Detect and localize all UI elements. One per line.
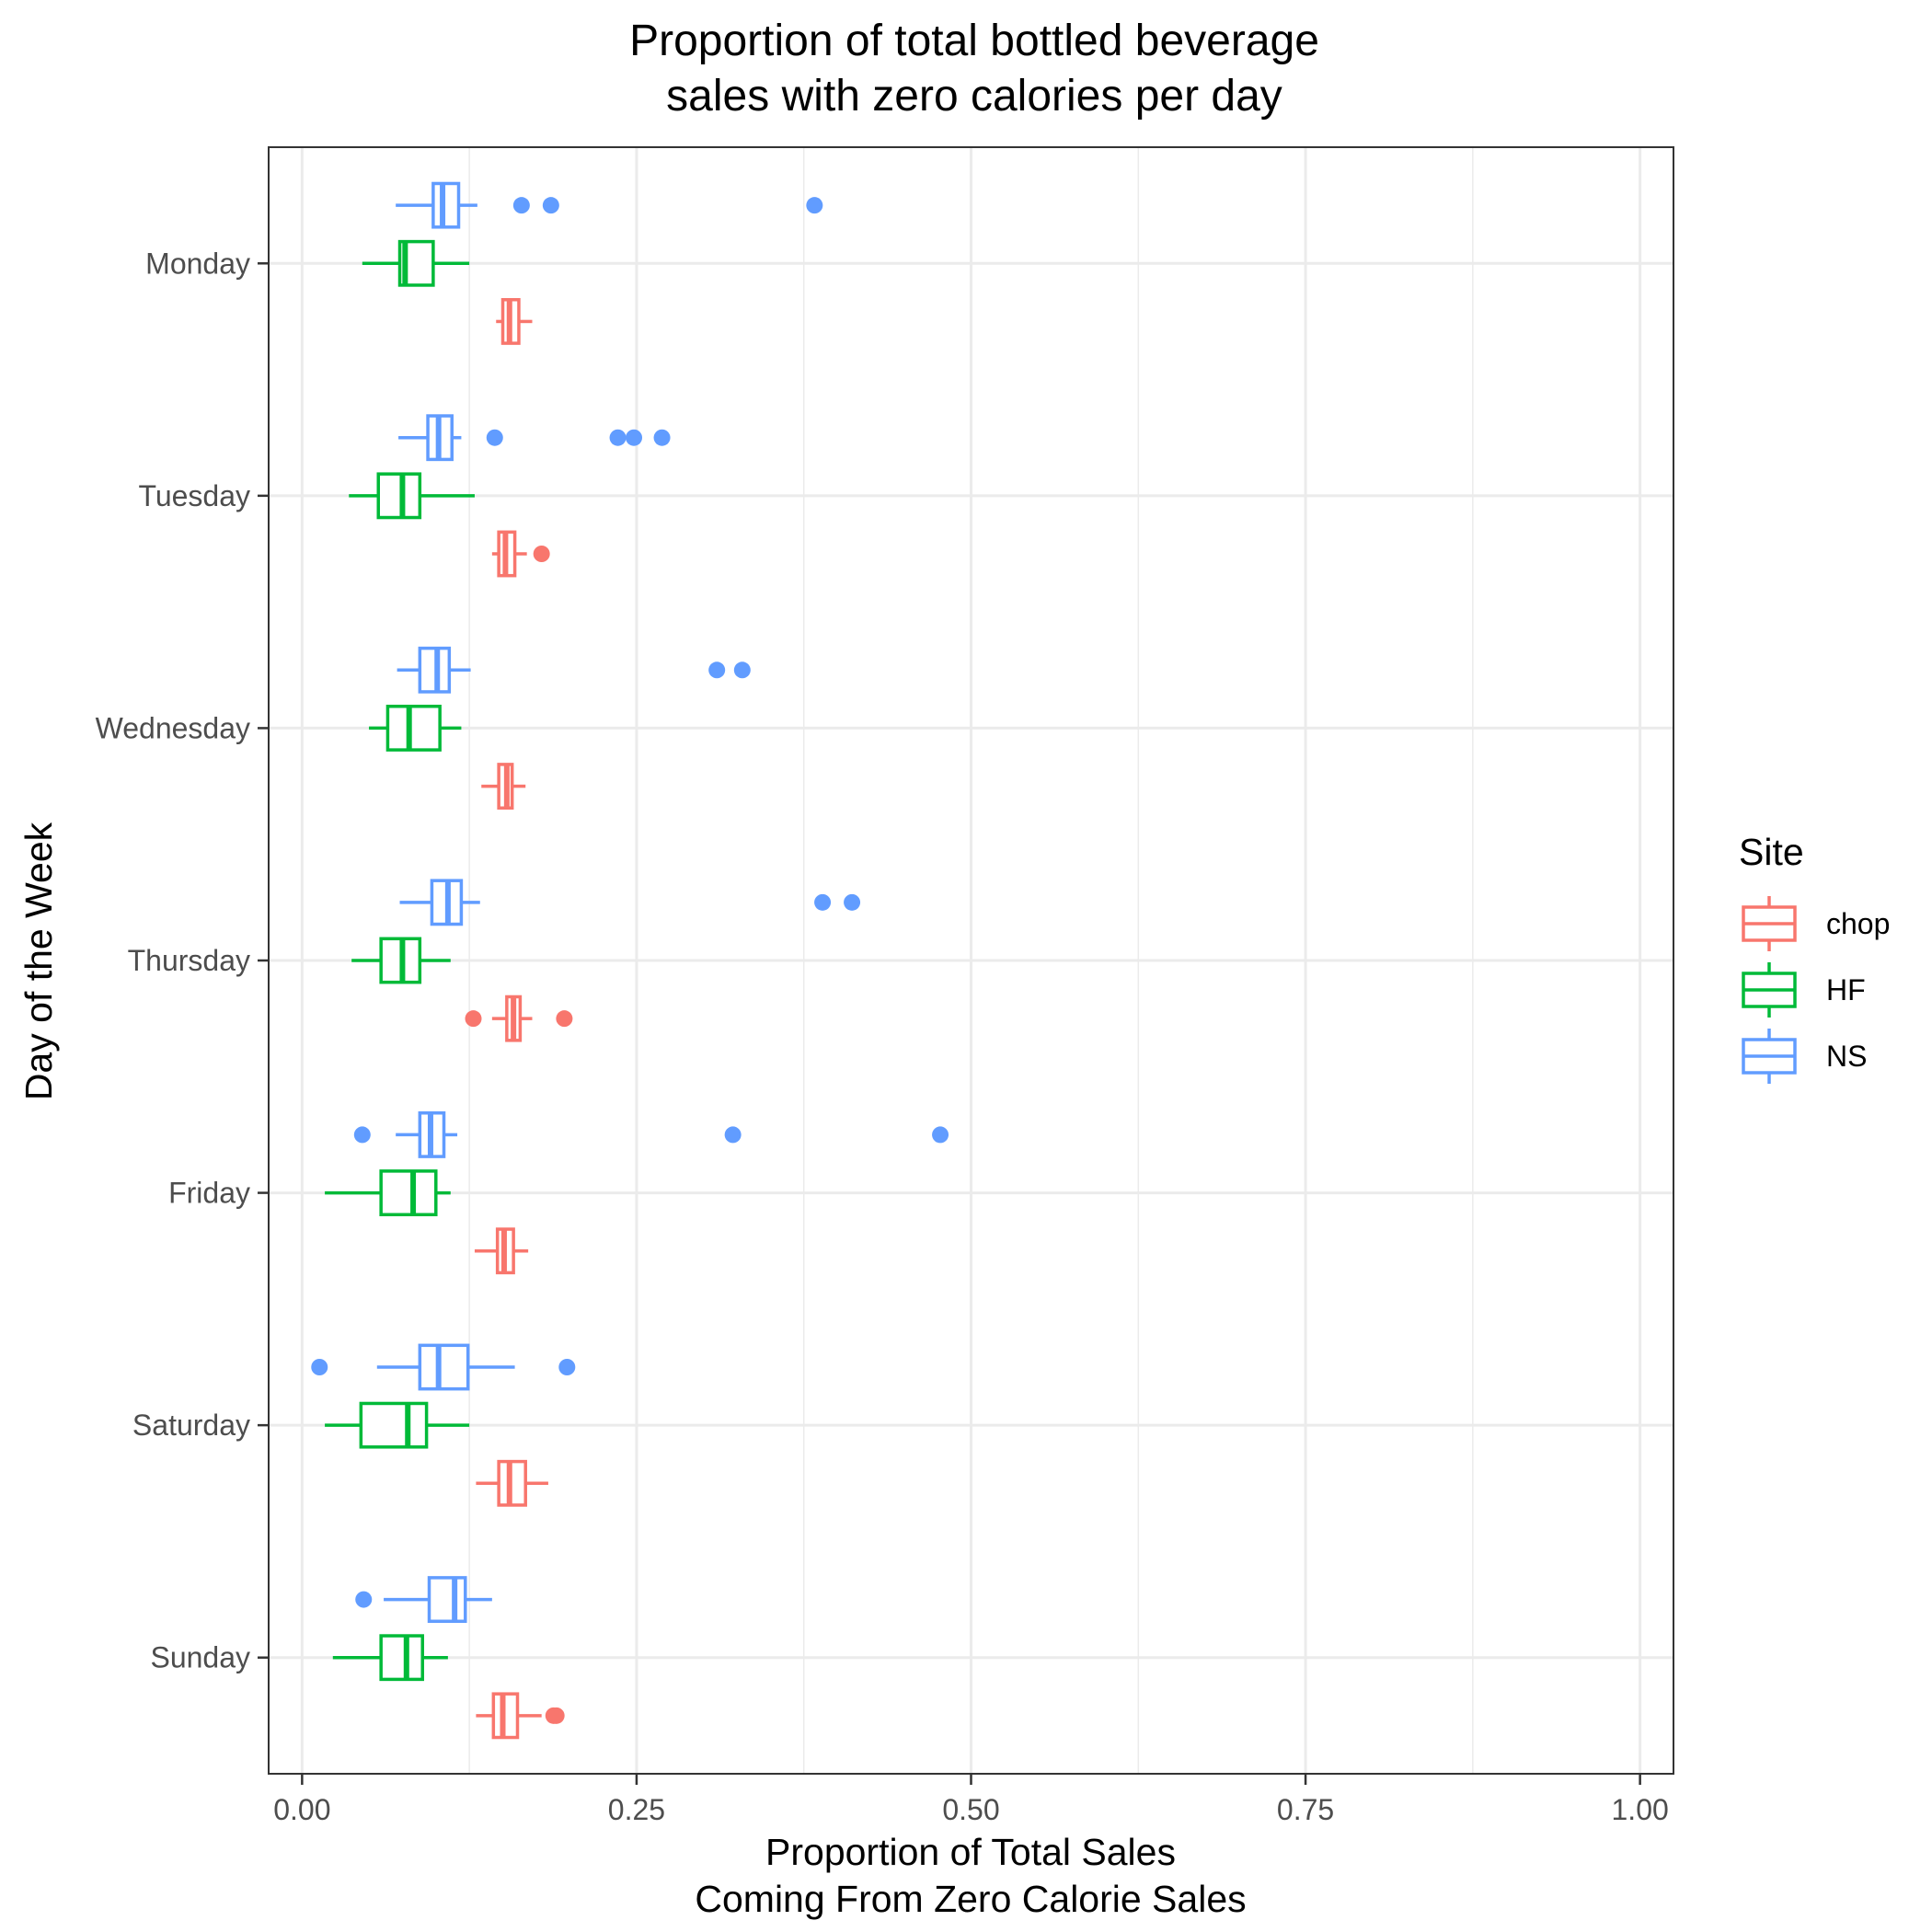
x-tick-label: 0.00: [273, 1793, 330, 1826]
box-chop-sunday: [476, 1692, 565, 1740]
outlier-point: [844, 893, 861, 911]
box-chop-wednesday: [481, 763, 526, 811]
box-NS-friday: [353, 1111, 949, 1158]
chart-title-line-2: sales with zero calories per day: [666, 72, 1282, 121]
outlier-point: [353, 1126, 371, 1144]
outlier-point: [814, 893, 832, 911]
outlier-point: [311, 1359, 328, 1375]
box-HF-saturday: [325, 1401, 470, 1449]
box-HF-friday: [325, 1169, 451, 1216]
outlier-point: [932, 1126, 949, 1144]
legend-item-HF: HF: [1742, 962, 1866, 1018]
outlier-point: [708, 661, 726, 679]
box-NS-wednesday: [397, 646, 751, 694]
y-tick-label-friday: Friday: [168, 1177, 250, 1210]
outlier-point: [465, 1010, 482, 1028]
legend-title: Site: [1739, 831, 1804, 873]
box-HF-monday: [362, 239, 470, 287]
outlier-point: [486, 429, 503, 446]
outlier-point: [355, 1591, 373, 1608]
y-tick-label-thursday: Thursday: [128, 944, 250, 977]
box-HF-tuesday: [349, 472, 475, 520]
outlier-point: [512, 197, 530, 214]
box-iqr: [376, 472, 422, 520]
outlier-point: [609, 429, 627, 446]
y-tick-label-tuesday: Tuesday: [138, 479, 250, 512]
x-axis-title-line-1: Proportion of Total Sales: [765, 1831, 1176, 1873]
y-tick-label-saturday: Saturday: [132, 1409, 250, 1442]
box-HF-thursday: [351, 937, 451, 984]
outlier-point: [533, 546, 550, 562]
box-HF-wednesday: [369, 705, 462, 752]
outlier-point: [806, 197, 823, 214]
x-tick-label: 0.75: [1277, 1793, 1334, 1826]
box-NS-monday: [396, 181, 823, 229]
y-axis-title: Day of the Week: [17, 822, 60, 1100]
y-tick-label-sunday: Sunday: [150, 1641, 250, 1674]
box-iqr: [379, 1169, 438, 1216]
boxplot-boxes: [311, 181, 949, 1740]
outlier-point: [733, 661, 751, 679]
legend: Site chop HF NS: [1739, 831, 1890, 1084]
box-chop-saturday: [476, 1459, 548, 1507]
legend-item-chop: chop: [1742, 896, 1890, 951]
outlier-point: [542, 197, 559, 214]
x-tick-label: 1.00: [1612, 1793, 1669, 1826]
box-chop-monday: [496, 298, 533, 345]
x-axis-title-line-2: Coming From Zero Calorie Sales: [695, 1878, 1246, 1920]
box-chop-thursday: [465, 995, 573, 1042]
box-iqr: [427, 1576, 467, 1623]
box-chop-friday: [474, 1227, 529, 1275]
outlier-point: [724, 1126, 742, 1144]
x-tick-label: 0.25: [608, 1793, 665, 1826]
axes: 0.00 0.25 0.50 0.75 1.00 Monday Tuesday Wednesd…: [96, 247, 1669, 1826]
y-tick-label-wednesday: Wednesday: [96, 711, 250, 744]
chart-title-line-1: Proportion of total bottled beverage: [629, 17, 1319, 65]
y-tick-label-monday: Monday: [145, 247, 250, 280]
legend-label-chop: chop: [1826, 907, 1890, 940]
legend-label-HF: HF: [1826, 973, 1866, 1006]
legend-label-NS: NS: [1826, 1040, 1867, 1073]
x-axis-title: Proportion of Total Sales Coming From Ze…: [695, 1831, 1246, 1920]
outlier-point: [556, 1010, 573, 1028]
outlier-point: [626, 429, 643, 446]
grid-lines: [269, 147, 1673, 1774]
outlier-point: [547, 1707, 565, 1724]
legend-item-NS: NS: [1742, 1029, 1867, 1084]
outlier-point: [653, 429, 671, 446]
x-tick-label: 0.50: [942, 1793, 999, 1826]
box-NS-saturday: [311, 1343, 576, 1391]
box-chop-tuesday: [491, 530, 550, 578]
box-NS-thursday: [399, 879, 861, 926]
box-iqr: [418, 1343, 470, 1391]
chart-title: Proportion of total bottled beverage sal…: [629, 17, 1319, 121]
outlier-point: [558, 1359, 576, 1375]
box-iqr: [431, 181, 461, 229]
box-iqr: [359, 1401, 429, 1449]
box-NS-sunday: [355, 1576, 492, 1623]
box-iqr: [385, 705, 442, 752]
box-HF-sunday: [332, 1634, 448, 1682]
box-iqr: [379, 1634, 424, 1682]
box-NS-tuesday: [398, 414, 671, 462]
